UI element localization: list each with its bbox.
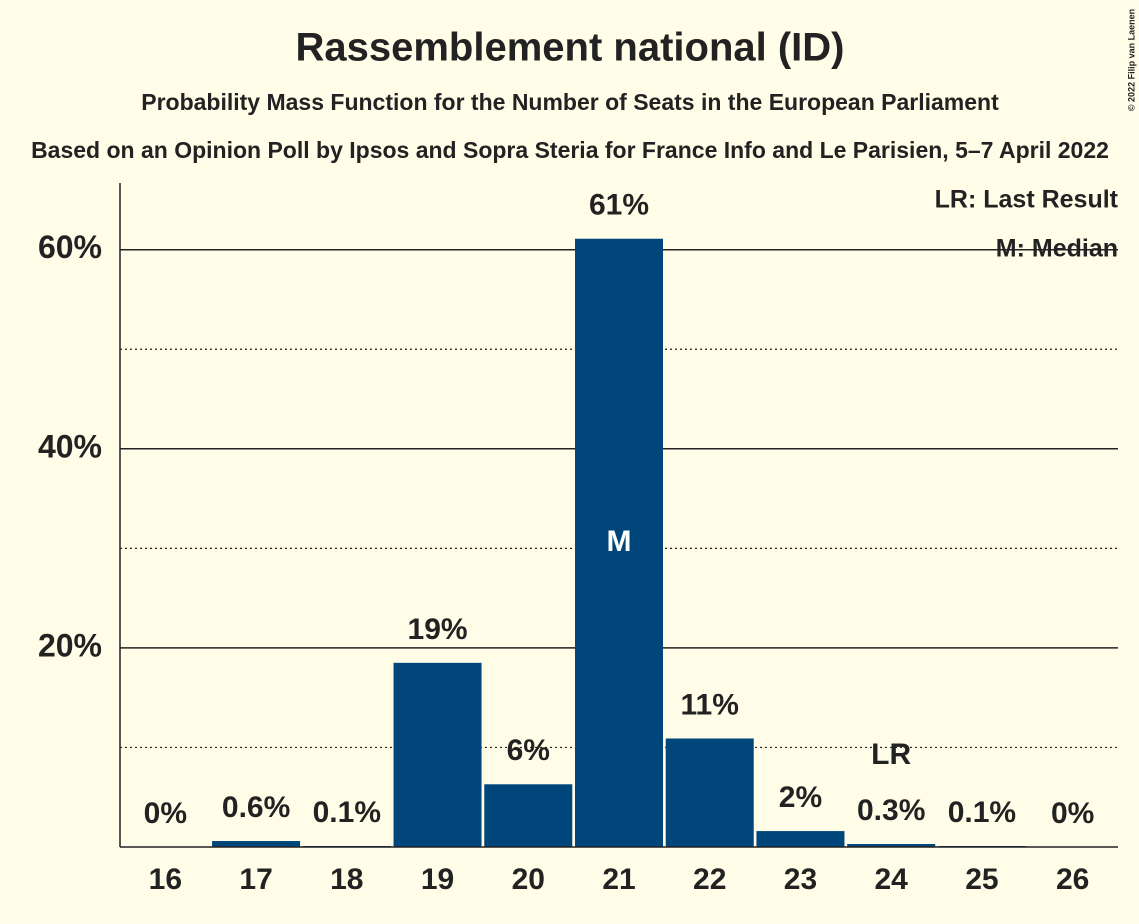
bar: [393, 662, 482, 847]
value-label: 2%: [779, 781, 822, 814]
value-label: 0.1%: [948, 796, 1016, 829]
y-tick-label: 40%: [38, 428, 102, 464]
x-tick-label: 24: [874, 863, 908, 896]
value-label: 19%: [408, 613, 468, 646]
bar: [574, 238, 664, 848]
value-label: 0.3%: [857, 794, 925, 827]
value-label: 61%: [589, 189, 649, 222]
y-tick-label: 20%: [38, 627, 102, 663]
x-tick-label: 26: [1056, 863, 1089, 896]
x-tick-label: 16: [149, 863, 182, 896]
annotation: LR: [871, 738, 911, 771]
x-tick-label: 21: [602, 863, 635, 896]
bar: [756, 831, 845, 847]
legend-entry: M: Median: [996, 235, 1118, 263]
bar: [484, 784, 573, 847]
x-tick-label: 23: [784, 863, 817, 896]
value-label: 0.1%: [313, 796, 381, 829]
bar: [665, 738, 754, 847]
legend-entry: LR: Last Result: [935, 186, 1119, 214]
x-tick-label: 25: [965, 863, 998, 896]
value-label: 0%: [144, 797, 187, 830]
x-tick-label: 18: [330, 863, 363, 896]
value-label: 0.6%: [222, 791, 290, 824]
y-tick-label: 60%: [38, 229, 102, 265]
chart-title: Rassemblement national (ID): [295, 26, 844, 70]
x-tick-label: 20: [512, 863, 545, 896]
chart-subtitle: Probability Mass Function for the Number…: [141, 89, 999, 115]
copyright: © 2022 Filip van Laenen: [1126, 9, 1136, 111]
value-label: 11%: [681, 688, 739, 721]
x-tick-label: 22: [693, 863, 726, 896]
chart-subtitle: Based on an Opinion Poll by Ipsos and So…: [31, 137, 1109, 163]
value-label: 6%: [507, 734, 550, 767]
annotation: M: [607, 525, 632, 558]
x-tick-label: 19: [421, 863, 454, 896]
bar: [847, 844, 936, 847]
bar: [212, 841, 301, 847]
value-label: 0%: [1051, 797, 1094, 830]
x-tick-label: 17: [239, 863, 272, 896]
